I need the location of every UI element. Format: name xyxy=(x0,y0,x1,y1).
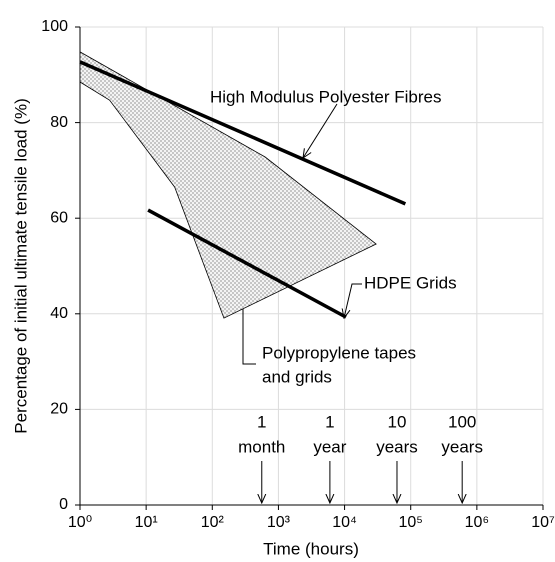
line xyxy=(79,60,407,206)
annotation: and grids xyxy=(262,367,332,386)
y-tick-label: 20 xyxy=(50,401,68,418)
x-tick-label: 10⁵ xyxy=(398,514,422,531)
y-tick-label: 0 xyxy=(59,496,68,513)
x-tick-label: 10³ xyxy=(267,514,291,531)
x-tick-label: 10⁷ xyxy=(531,514,555,531)
time-marker-label: years xyxy=(441,437,483,456)
y-tick-label: 40 xyxy=(50,305,68,322)
x-tick-label: 10⁶ xyxy=(465,514,489,531)
time-marker-label: 100 xyxy=(448,412,476,431)
annotation-arrow xyxy=(303,103,338,158)
y-tick-label: 80 xyxy=(50,114,68,131)
x-tick-label: 10⁰ xyxy=(68,514,92,531)
annotation: HDPE Grids xyxy=(364,273,457,292)
band xyxy=(79,51,377,319)
x-axis-label: Time (hours) xyxy=(263,539,359,558)
time-marker-label: 1 xyxy=(257,412,266,431)
y-tick-label: 60 xyxy=(50,209,68,226)
y-tick-label: 100 xyxy=(41,18,68,35)
grid xyxy=(79,26,544,506)
time-marker-label: 1 xyxy=(325,412,334,431)
x-tick-label: 10⁴ xyxy=(332,514,357,531)
time-marker-label: 10 xyxy=(388,412,407,431)
line xyxy=(147,208,347,319)
x-tick-label: 10² xyxy=(201,514,225,531)
annotation-arrow xyxy=(344,283,362,318)
annotation: High Modulus Polyester Fibres xyxy=(210,87,441,106)
annotation: Polypropylene tapes xyxy=(262,343,416,362)
y-axis-label: Percentage of initial ultimate tensile l… xyxy=(11,98,30,433)
x-tick-label: 10¹ xyxy=(135,514,158,531)
time-marker-label: years xyxy=(376,437,418,456)
time-marker-label: year xyxy=(313,437,346,456)
time-marker-label: month xyxy=(238,437,285,456)
